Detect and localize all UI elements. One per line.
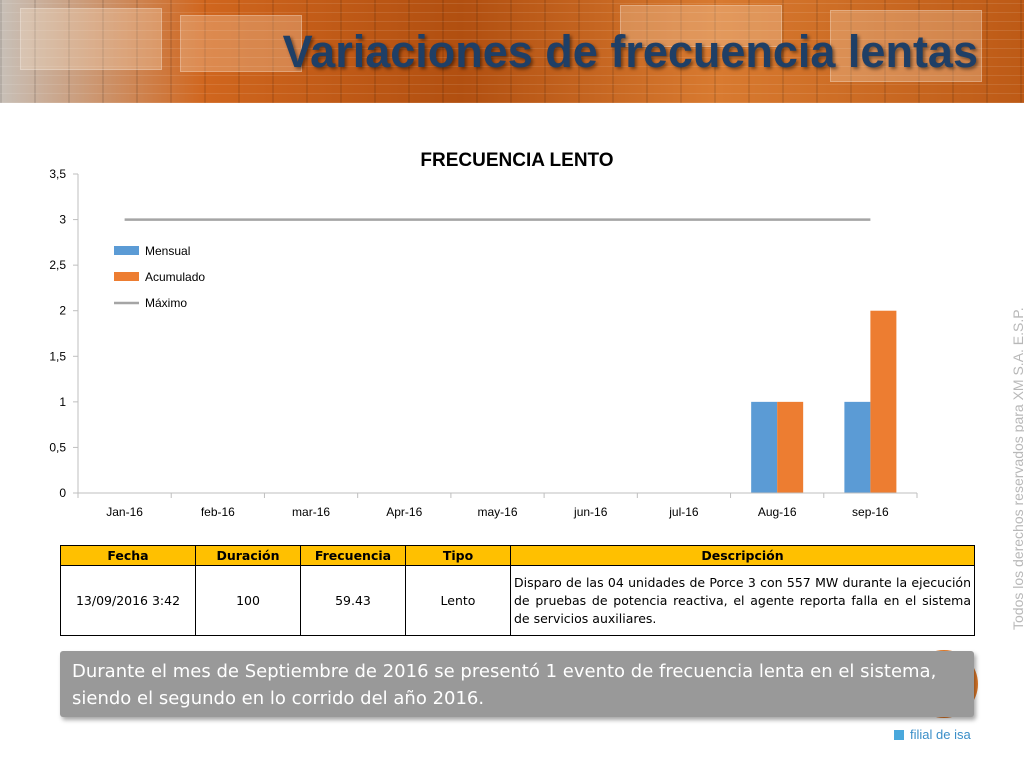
col-header-duracion: Duración: [195, 545, 301, 566]
banner-screen-panel: [830, 10, 982, 82]
chart-title: FRECUENCIA LENTO: [420, 150, 613, 171]
logo-text: filial de isa: [910, 727, 971, 742]
events-table: Fecha Duración Frecuencia Tipo Descripci…: [60, 545, 975, 636]
y-tick-label: 2: [59, 304, 66, 318]
legend-label-mensual: Mensual: [145, 244, 190, 258]
chart-axes: [73, 173, 918, 498]
y-tick-label: 1,5: [49, 349, 66, 363]
legend-label-máximo: Máximo: [145, 296, 187, 310]
col-header-fecha: Fecha: [60, 545, 196, 566]
x-tick-label: may-16: [477, 505, 517, 519]
y-tick-label: 0,5: [49, 440, 66, 454]
cell-frecuencia: 59.43: [300, 565, 406, 636]
frequency-chart: FRECUENCIA LENTO 0 0,5 1 1,5 2 2,5 3 3,5 Jan-16…: [49, 150, 918, 519]
bar-acumulado: [777, 401, 804, 493]
y-axis-tick-labels: 0 0,5 1 1,5 2 2,5 3 3,5: [49, 167, 66, 500]
x-tick-label: jun-16: [573, 505, 608, 519]
copyright-side-text: Todos los derechos reservados para XM S.…: [1010, 307, 1024, 630]
y-tick-label: 3,5: [49, 167, 66, 181]
x-tick-label: mar-16: [292, 505, 330, 519]
x-tick-label: Apr-16: [386, 505, 422, 519]
summary-box: Durante el mes de Septiembre de 2016 se …: [60, 651, 974, 717]
x-tick-label: sep-16: [852, 505, 889, 519]
header-banner: [0, 0, 1024, 103]
x-tick-label: feb-16: [201, 505, 235, 519]
bar-mensual: [844, 401, 871, 493]
page-title: Variaciones de frecuencia lentas: [282, 26, 978, 77]
x-tick-label: jul-16: [668, 505, 699, 519]
x-axis-tick-labels: Jan-16 feb-16 mar-16 Apr-16 may-16 jun-16 jul-…: [106, 505, 889, 519]
legend-swatch-mensual: [114, 246, 139, 255]
y-tick-label: 1: [59, 395, 66, 409]
x-tick-label: Aug-16: [758, 505, 797, 519]
y-tick-label: 2,5: [49, 258, 66, 272]
banner-texture: [0, 0, 1024, 103]
footer-logo: filial de isa: [894, 727, 971, 742]
cell-descripcion: Disparo de las 04 unidades de Porce 3 co…: [510, 565, 975, 636]
col-header-tipo: Tipo: [405, 545, 511, 566]
cell-fecha: 13/09/2016 3:42: [60, 565, 196, 636]
x-tick-label: Jan-16: [106, 505, 143, 519]
table-header-row: Fecha Duración Frecuencia Tipo Descripci…: [60, 545, 975, 566]
legend-swatch-acumulado: [114, 272, 139, 281]
cell-duracion: 100: [195, 565, 301, 636]
banner-screen-panel: [620, 5, 782, 47]
y-tick-label: 0: [59, 486, 66, 500]
banner-screen-panel: [20, 8, 162, 70]
bar-acumulado: [870, 310, 897, 493]
banner-screen-panel: [180, 15, 302, 72]
logo-square-icon: [894, 730, 904, 740]
col-header-descripcion: Descripción: [510, 545, 975, 566]
bar-mensual: [751, 401, 778, 493]
chart-bars: [751, 310, 897, 493]
legend-label-acumulado: Acumulado: [145, 270, 205, 284]
col-header-frecuencia: Frecuencia: [300, 545, 406, 566]
y-tick-label: 3: [59, 213, 66, 227]
cell-tipo: Lento: [405, 565, 511, 636]
chart-legend: Mensual Acumulado Máximo: [114, 244, 205, 310]
table-row: 13/09/2016 3:42 100 59.43 Lento Disparo …: [60, 565, 975, 636]
